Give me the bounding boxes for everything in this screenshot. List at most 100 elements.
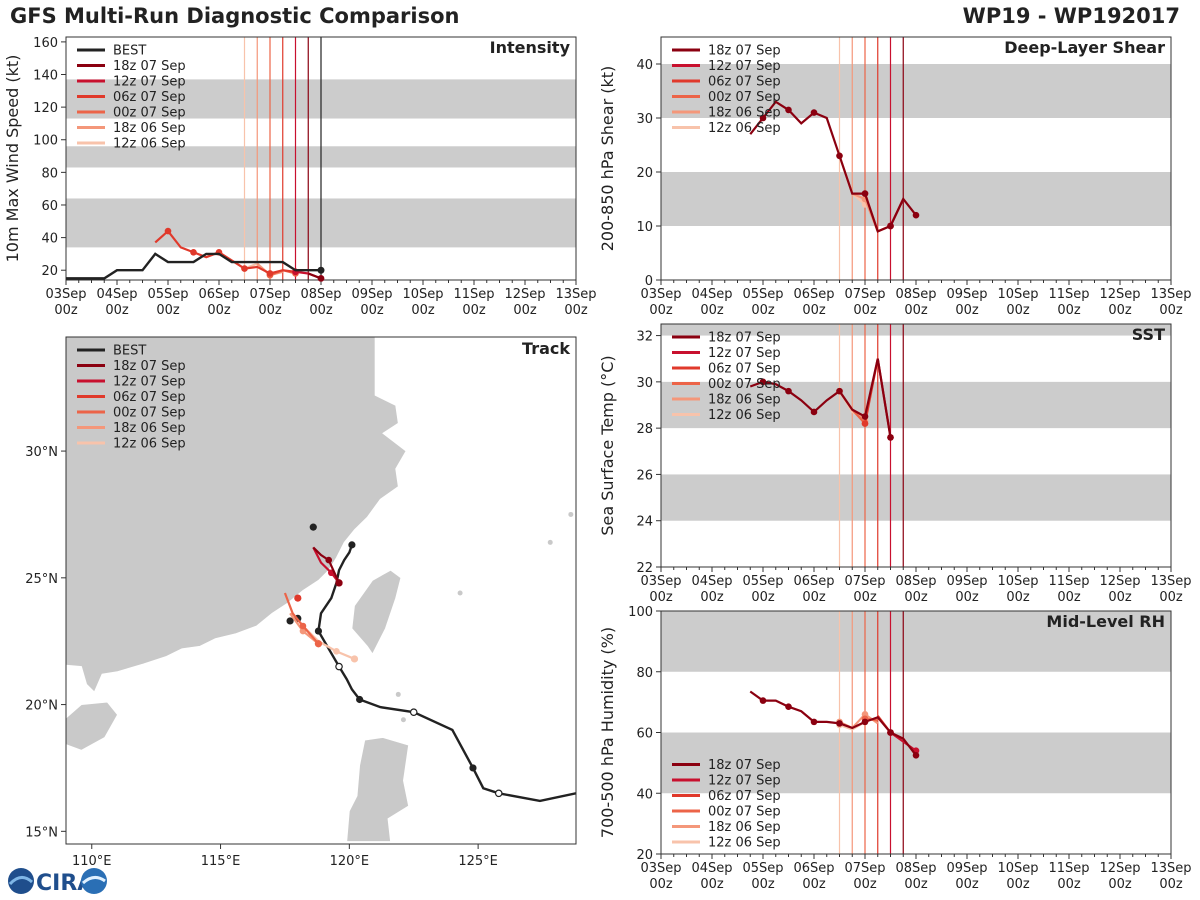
- x-tick-label: 12Sep: [1099, 287, 1140, 302]
- data-point: [190, 248, 197, 256]
- x-tick-label: 13Sep: [1150, 574, 1191, 589]
- data-point: [759, 697, 767, 704]
- y-tick-label: 10: [636, 220, 653, 235]
- y-tick-label: 100: [33, 134, 58, 149]
- x-tick-label: 09Sep: [946, 861, 987, 876]
- shaded-band: [661, 732, 1171, 794]
- best-point: [286, 617, 294, 625]
- x-tick-label: 09Sep: [946, 287, 987, 302]
- forecast-point: [299, 622, 307, 630]
- y-tick-label: 20°N: [25, 699, 58, 714]
- panel-title: Intensity: [490, 38, 571, 57]
- land-taiwan: [351, 569, 402, 655]
- best-point: [469, 764, 477, 772]
- series-line: [749, 690, 917, 756]
- y-axis-label: 200-850 hPa Shear (kt): [598, 66, 617, 252]
- legend-label: 06z 07 Sep: [708, 362, 781, 377]
- forecast-track-line: [312, 546, 340, 584]
- forecast-point: [350, 655, 359, 663]
- x-tick-label: 10Sep: [997, 287, 1038, 302]
- y-tick-label: 160: [33, 36, 58, 51]
- y-tick-label: 20: [41, 264, 58, 279]
- x-tick-label: 00z: [649, 303, 673, 318]
- data-point: [887, 729, 894, 736]
- forecast-track-line: [304, 627, 355, 660]
- legend-label: 00z 07 Sep: [113, 406, 186, 421]
- y-tick-label: 40: [41, 232, 58, 247]
- best-point: [317, 266, 325, 274]
- legend-label: 12z 06 Sep: [113, 137, 186, 152]
- x-tick-label: 00z: [904, 303, 928, 318]
- best-point-open: [409, 708, 418, 716]
- x-tick-label: 00z: [955, 590, 979, 605]
- storm-id: WP19 - WP192017: [962, 4, 1180, 28]
- legend-label: 12z 06 Sep: [708, 408, 781, 423]
- x-tick-label: 09Sep: [351, 287, 392, 302]
- y-tick-label: 30°N: [25, 445, 58, 460]
- legend-label: 18z 07 Sep: [708, 44, 781, 59]
- x-tick-label: 125°E: [458, 854, 498, 869]
- legend-label: 12z 06 Sep: [708, 836, 781, 851]
- legend-label: 18z 06 Sep: [708, 820, 781, 835]
- x-tick-label: 00z: [751, 303, 775, 318]
- data-point: [861, 190, 869, 197]
- panel-title: Mid-Level RH: [1046, 612, 1165, 631]
- land-island: [457, 590, 463, 596]
- legend-label: 00z 07 Sep: [708, 805, 781, 820]
- legend-label: 18z 06 Sep: [708, 393, 781, 408]
- y-tick-label: 30: [636, 376, 653, 391]
- x-tick-label: 110°E: [72, 854, 112, 869]
- y-tick-label: 140: [33, 69, 58, 84]
- track-map: [66, 337, 576, 842]
- x-tick-label: 11Sep: [453, 287, 494, 302]
- data-point: [810, 718, 818, 726]
- x-tick-label: 00z: [1108, 877, 1132, 892]
- logo-seal-icon: [81, 868, 107, 894]
- x-tick-label: 00z: [1006, 303, 1030, 318]
- best-point: [314, 627, 323, 635]
- y-tick-label: 25°N: [25, 572, 58, 587]
- x-tick-label: 11Sep: [1048, 287, 1089, 302]
- x-tick-label: 04Sep: [691, 861, 732, 876]
- x-tick-label: 03Sep: [640, 861, 681, 876]
- legend-label: BEST: [113, 344, 146, 359]
- globe-icon: [8, 868, 34, 894]
- x-tick-label: 13Sep: [555, 287, 596, 302]
- forecast-point: [314, 640, 323, 648]
- x-tick-label: 03Sep: [45, 287, 86, 302]
- y-tick-label: 40: [636, 787, 653, 802]
- forecast-point: [325, 556, 333, 564]
- x-tick-label: 00z: [853, 590, 877, 605]
- data-point: [836, 387, 843, 395]
- y-tick-label: 32: [636, 330, 653, 345]
- x-tick-label: 00z: [258, 303, 282, 318]
- x-tick-label: 00z: [1159, 590, 1183, 605]
- data-point: [861, 413, 869, 420]
- series-line: [749, 358, 892, 438]
- legend-label: 12z 07 Sep: [708, 59, 781, 74]
- x-tick-label: 00z: [649, 877, 673, 892]
- forecast-track-line: [312, 546, 341, 584]
- cira-logo: CIRA: [8, 868, 107, 896]
- x-tick-label: 08Sep: [300, 287, 341, 302]
- land-mainland: [66, 337, 407, 693]
- x-tick-label: 00z: [54, 303, 78, 318]
- land-island: [395, 691, 401, 697]
- y-tick-label: 100: [628, 605, 653, 620]
- data-point: [810, 109, 818, 116]
- x-tick-label: 00z: [513, 303, 537, 318]
- x-tick-label: 00z: [1108, 590, 1132, 605]
- x-tick-label: 00z: [751, 590, 775, 605]
- x-tick-label: 04Sep: [691, 574, 732, 589]
- data-point: [785, 106, 792, 114]
- data-point: [912, 751, 920, 759]
- legend-label: 06z 07 Sep: [708, 75, 781, 90]
- shaded-band: [661, 64, 1171, 118]
- y-tick-label: 0: [645, 274, 653, 289]
- x-tick-label: 00z: [904, 877, 928, 892]
- legend-label: 18z 06 Sep: [113, 121, 186, 136]
- x-tick-label: 09Sep: [946, 574, 987, 589]
- legend-label: 12z 06 Sep: [708, 121, 781, 136]
- x-tick-label: 00z: [411, 303, 435, 318]
- x-tick-label: 04Sep: [96, 287, 137, 302]
